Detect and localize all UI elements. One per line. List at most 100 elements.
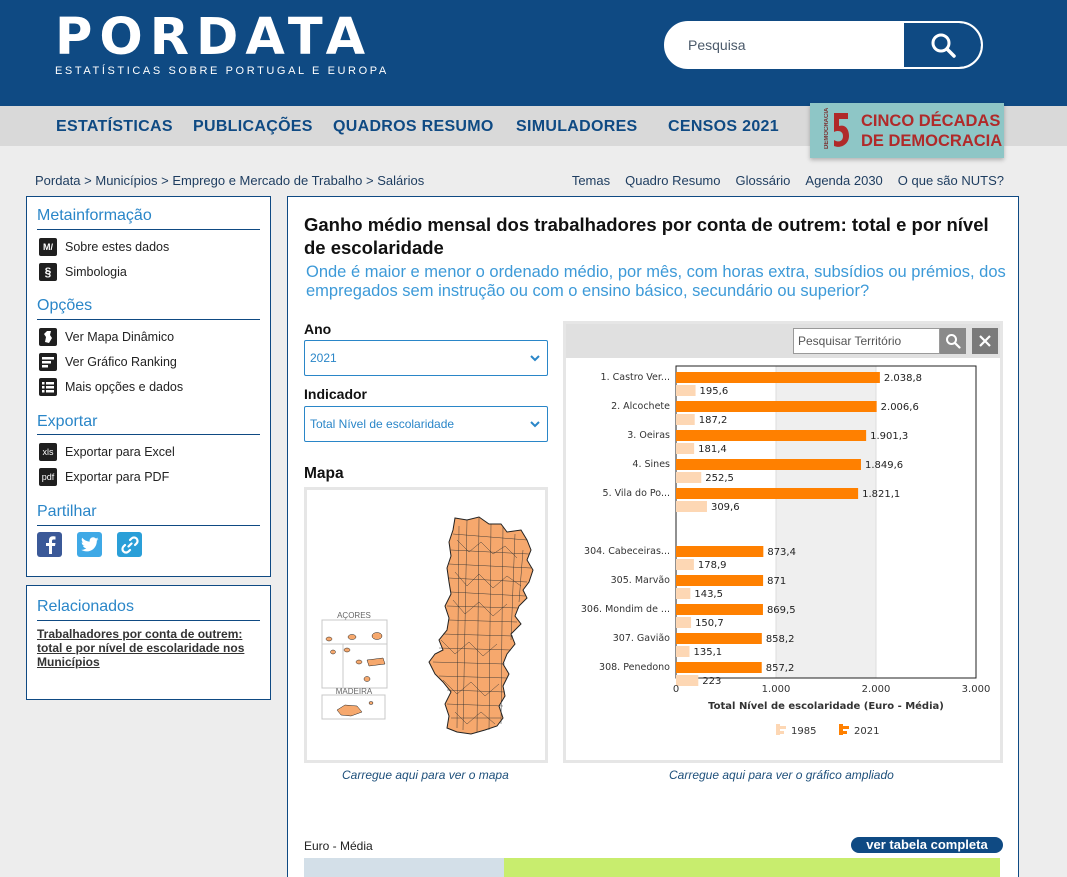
bar-2021 <box>676 575 764 586</box>
sidebar-item-mapa-dinamico[interactable]: Ver Mapa Dinâmico <box>39 328 174 346</box>
chevron-down-icon <box>530 355 540 362</box>
bar-2021 <box>676 662 762 673</box>
link-quadro-resumo[interactable]: Quadro Resumo <box>625 173 721 188</box>
territory-search-button[interactable] <box>940 328 966 354</box>
copy-link-icon[interactable] <box>117 532 142 557</box>
related-link[interactable]: Trabalhadores por conta de outrem: total… <box>37 627 245 669</box>
section-partilhar: Partilhar <box>37 503 97 520</box>
full-table-button[interactable]: ver tabela completa <box>851 837 1003 853</box>
breadcrumb-municipios[interactable]: Municípios <box>95 173 158 188</box>
link-glossario[interactable]: Glossário <box>735 173 791 188</box>
chart-caption-link[interactable]: Carregue aqui para ver o gráfico ampliad… <box>669 768 894 782</box>
logo-tagline: ESTATÍSTICAS SOBRE PORTUGAL E EUROPA <box>55 65 389 77</box>
pordata-logo[interactable]: PORDATA ESTATÍSTICAS SOBRE PORTUGAL E EU… <box>55 8 389 78</box>
sidebar-item-sobre-dados[interactable]: M/ Sobre estes dados <box>39 238 169 256</box>
bar-2021 <box>676 459 861 470</box>
value-label-2021: 858,2 <box>766 634 795 645</box>
sidebar-item-mais-opcoes[interactable]: Mais opções e dados <box>39 378 183 396</box>
section-relacionados: Relacionados <box>37 598 134 615</box>
bar-1985 <box>676 501 707 512</box>
nav-quadros-resumo[interactable]: QUADROS RESUMO <box>333 118 494 135</box>
bar-1985 <box>676 443 695 454</box>
bar-1985 <box>676 472 702 483</box>
excel-icon: xls <box>39 443 57 461</box>
divider <box>37 319 260 320</box>
list-icon <box>39 378 57 396</box>
link-temas[interactable]: Temas <box>571 173 611 188</box>
metadata-icon: M/ <box>39 238 57 256</box>
portugal-map[interactable]: AÇORES MADEIRA <box>304 487 548 763</box>
indicator-label: Indicador <box>304 386 368 402</box>
legend-label: 1985 <box>791 726 816 737</box>
x-tick-label: 0 <box>673 684 679 695</box>
nav-estatisticas[interactable]: ESTATÍSTICAS <box>56 118 173 135</box>
legend-swatch <box>780 726 786 729</box>
value-label-2021: 873,4 <box>767 547 796 558</box>
value-label-2021: 1.849,6 <box>865 460 903 471</box>
sidebar-item-grafico-ranking[interactable]: Ver Gráfico Ranking <box>39 353 177 371</box>
link-nuts[interactable]: O que são NUTS? <box>897 173 1004 188</box>
value-label-2021: 2.038,8 <box>884 373 922 384</box>
table-header-cell-highlight <box>504 858 1000 877</box>
bar-1985 <box>676 385 696 396</box>
value-label-1985: 223 <box>702 676 721 687</box>
link-agenda-2030[interactable]: Agenda 2030 <box>805 173 883 188</box>
legend-label: 2021 <box>854 726 879 737</box>
bar-2021 <box>676 430 867 441</box>
category-label: 3. Oeiras <box>627 430 670 441</box>
breadcrumb-salarios[interactable]: Salários <box>377 173 425 188</box>
search-button[interactable] <box>904 23 981 67</box>
sidebar-item-export-pdf[interactable]: pdf Exportar para PDF <box>39 468 169 486</box>
legend-swatch <box>843 726 849 729</box>
sidebar-item-export-excel[interactable]: xls Exportar para Excel <box>39 443 175 461</box>
bar-2021 <box>676 546 764 557</box>
value-label-2021: 871 <box>767 576 786 587</box>
logo-wordmark: PORDATA <box>55 8 373 67</box>
year-select-value: 2021 <box>310 351 337 365</box>
bar-2021 <box>676 401 877 412</box>
value-label-2021: 2.006,6 <box>881 402 919 413</box>
facebook-icon[interactable] <box>37 532 62 557</box>
category-label: 307. Gavião <box>613 633 670 644</box>
divider <box>37 525 260 526</box>
nav-censos-2021[interactable]: CENSOS 2021 <box>668 118 779 135</box>
site-header: PORDATA ESTATÍSTICAS SOBRE PORTUGAL E EU… <box>0 0 1067 106</box>
bar-1985 <box>676 588 691 599</box>
bar-chart-icon <box>39 353 57 371</box>
nav-simuladores[interactable]: SIMULADORES <box>516 118 638 135</box>
indicator-select[interactable]: Total Nível de escolaridade <box>304 406 548 442</box>
value-label-1985: 252,5 <box>705 473 734 484</box>
value-label-2021: 1.821,1 <box>862 489 900 500</box>
clear-territory-button[interactable] <box>972 328 998 354</box>
nav-publicacoes[interactable]: PUBLICAÇÕES <box>193 118 313 135</box>
bar-1985 <box>676 617 692 628</box>
bar-1985 <box>676 646 690 657</box>
breadcrumb-pordata[interactable]: Pordata <box>35 173 81 188</box>
territory-search-input[interactable] <box>793 328 940 354</box>
twitter-icon[interactable] <box>77 532 102 557</box>
democracy-banner[interactable]: DEMOCRACIA CINCO DÉCADAS DE DEMOCRACIA <box>810 103 1004 158</box>
pdf-icon: pdf <box>39 468 57 486</box>
value-label-1985: 150,7 <box>695 618 724 629</box>
legend-swatch <box>776 724 780 735</box>
category-label: 305. Marvão <box>611 575 671 586</box>
year-select[interactable]: 2021 <box>304 340 548 376</box>
legend-swatch <box>780 731 784 734</box>
legend-swatch <box>839 724 843 735</box>
banner-title: CINCO DÉCADAS DE DEMOCRACIA <box>861 112 1003 150</box>
breadcrumb-emprego[interactable]: Emprego e Mercado de Trabalho <box>172 173 363 188</box>
map-label: Mapa <box>304 465 344 482</box>
chart-toolbar <box>566 324 1000 358</box>
ranking-chart-panel: 1. Castro Ver... 2.038,8 195,6 2. Alcochete… <box>563 321 1003 763</box>
sidebar-item-simbologia[interactable]: § Simbologia <box>39 263 127 281</box>
x-axis-title: Total Nível de escolaridade (Euro - Médi… <box>708 700 944 712</box>
bar-1985 <box>676 675 699 686</box>
table-header-cell <box>304 858 504 877</box>
category-label: 2. Alcochete <box>611 401 670 412</box>
bar-2021 <box>676 604 763 615</box>
map-caption-link[interactable]: Carregue aqui para ver o mapa <box>342 768 509 782</box>
divider <box>37 229 260 230</box>
section-metainformacao: Metainformação <box>37 207 152 224</box>
search-input[interactable] <box>666 23 906 67</box>
divider <box>37 620 260 621</box>
